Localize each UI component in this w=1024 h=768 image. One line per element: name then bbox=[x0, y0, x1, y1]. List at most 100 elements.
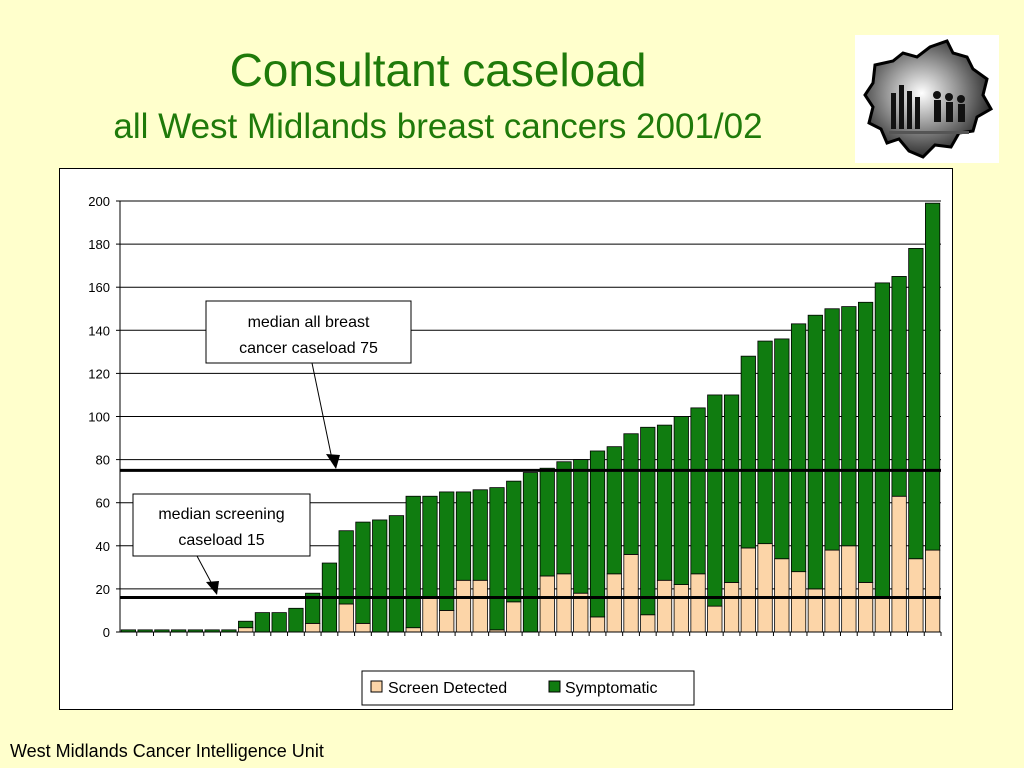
bar-symptomatic bbox=[271, 612, 287, 633]
y-tick-label: 180 bbox=[88, 237, 110, 252]
bar-screen-detected bbox=[707, 605, 723, 633]
bar-screen-detected bbox=[305, 622, 321, 633]
page-title: Consultant caseload bbox=[229, 44, 647, 96]
arrowhead-icon bbox=[206, 581, 219, 595]
annotation-median-screening-line2: caseload 15 bbox=[178, 532, 264, 549]
bar-symptomatic bbox=[338, 530, 354, 605]
y-tick-label: 140 bbox=[88, 323, 110, 338]
caseload-chart: 0 20 40 60 80 100 120 140 160 180 200 median all b… bbox=[88, 194, 942, 706]
bar-screen-detected bbox=[623, 554, 639, 633]
annotation-median-all: median all breast cancer caseload 75 bbox=[205, 300, 412, 469]
bar-symptomatic bbox=[405, 495, 421, 629]
bar-screen-detected bbox=[422, 597, 438, 633]
y-tick-label: 120 bbox=[88, 366, 110, 381]
bar-screen-detected bbox=[790, 571, 807, 633]
bar-screen-detected bbox=[774, 558, 790, 633]
axes: 0 20 40 60 80 100 120 140 160 180 200 bbox=[88, 194, 942, 640]
y-tick-label: 60 bbox=[96, 496, 110, 511]
y-tick-label: 160 bbox=[88, 280, 110, 295]
bar-screen-detected bbox=[891, 495, 907, 633]
bar-symptomatic bbox=[841, 306, 857, 547]
bar-symptomatic bbox=[623, 433, 639, 555]
bar-screen-detected bbox=[338, 603, 354, 633]
bar-symptomatic bbox=[422, 495, 438, 598]
bar-screen-detected bbox=[238, 627, 254, 633]
bar-symptomatic bbox=[355, 521, 371, 624]
bar-screen-detected bbox=[455, 579, 472, 633]
bar-screen-detected bbox=[355, 622, 371, 633]
arrowhead-icon bbox=[326, 454, 340, 469]
bar-screen-detected bbox=[405, 627, 421, 633]
bar-symptomatic bbox=[774, 338, 790, 560]
bar-symptomatic bbox=[573, 459, 589, 594]
y-tick-label: 200 bbox=[88, 194, 110, 209]
bar-symptomatic bbox=[489, 487, 505, 631]
bar-screen-detected bbox=[656, 579, 673, 633]
bar-symptomatic bbox=[288, 607, 304, 633]
annotation-median-screening-line1: median screening bbox=[158, 506, 284, 523]
bar-screen-detected bbox=[690, 573, 706, 633]
bar-symptomatic bbox=[388, 515, 405, 633]
chart-frame: 0 20 40 60 80 100 120 140 160 180 200 median all b… bbox=[59, 168, 953, 710]
bar-symptomatic bbox=[455, 491, 472, 581]
bar-screen-detected bbox=[673, 584, 689, 633]
bar-symptomatic bbox=[723, 394, 740, 583]
bar-screen-detected bbox=[640, 614, 656, 633]
bar-screen-detected bbox=[539, 575, 555, 633]
bar-symptomatic bbox=[522, 472, 539, 633]
bar-symptomatic bbox=[757, 340, 773, 545]
bar-screen-detected bbox=[925, 549, 941, 633]
bar-symptomatic bbox=[908, 248, 924, 560]
bar-symptomatic bbox=[640, 426, 656, 616]
bar-symptomatic bbox=[790, 323, 807, 573]
bar-symptomatic bbox=[238, 620, 254, 629]
bar-symptomatic bbox=[539, 467, 555, 577]
bar-symptomatic bbox=[925, 202, 941, 551]
bar-symptomatic bbox=[506, 480, 522, 603]
bar-symptomatic bbox=[606, 446, 622, 575]
bar-screen-detected bbox=[841, 545, 857, 633]
bar-symptomatic bbox=[740, 355, 756, 549]
bar-symptomatic bbox=[857, 301, 874, 583]
legend: Screen Detected Symptomatic bbox=[361, 670, 695, 706]
bar-screen-detected bbox=[472, 579, 488, 633]
y-tick-label: 40 bbox=[96, 539, 110, 554]
bar-symptomatic bbox=[656, 424, 673, 581]
legend-swatch-screen-detected bbox=[370, 680, 383, 693]
west-midlands-map-logo-icon bbox=[855, 35, 999, 163]
bar-symptomatic bbox=[807, 314, 823, 590]
bar-screen-detected bbox=[439, 610, 455, 633]
bar-symptomatic bbox=[874, 282, 890, 598]
bar-screen-detected bbox=[874, 597, 890, 633]
bar-symptomatic bbox=[690, 407, 706, 575]
bar-screen-detected bbox=[723, 582, 740, 633]
annotation-median-all-line2: cancer caseload 75 bbox=[239, 340, 378, 357]
annotation-median-all-line1: median all breast bbox=[248, 314, 370, 331]
bar-screen-detected bbox=[824, 549, 840, 633]
legend-label-screen-detected: Screen Detected bbox=[388, 680, 507, 697]
bar-screen-detected bbox=[573, 592, 589, 633]
y-tick-label: 0 bbox=[103, 625, 110, 640]
median-lines bbox=[120, 468, 941, 600]
bar-screen-detected bbox=[606, 573, 622, 633]
legend-swatch-symptomatic bbox=[548, 680, 561, 693]
bar-symptomatic bbox=[556, 461, 572, 575]
bar-symptomatic bbox=[673, 416, 689, 585]
bar-screen-detected bbox=[908, 558, 924, 633]
bar-symptomatic bbox=[891, 276, 907, 497]
bar-group bbox=[120, 202, 941, 633]
y-tick-label: 20 bbox=[96, 582, 110, 597]
bar-screen-detected bbox=[757, 543, 773, 633]
bar-screen-detected bbox=[807, 588, 823, 633]
bar-symptomatic bbox=[372, 519, 388, 633]
bar-symptomatic bbox=[439, 491, 455, 611]
page-subtitle: all West Midlands breast cancers 2001/02 bbox=[113, 107, 763, 146]
bar-screen-detected bbox=[556, 573, 572, 633]
annotation-median-screening: median screening caseload 15 bbox=[132, 493, 311, 595]
bar-symptomatic bbox=[254, 612, 271, 633]
bar-screen-detected bbox=[857, 582, 874, 633]
bar-screen-detected bbox=[740, 547, 756, 633]
y-tick-label: 80 bbox=[96, 453, 110, 468]
bar-screen-detected bbox=[589, 616, 606, 633]
bar-symptomatic bbox=[824, 308, 840, 551]
